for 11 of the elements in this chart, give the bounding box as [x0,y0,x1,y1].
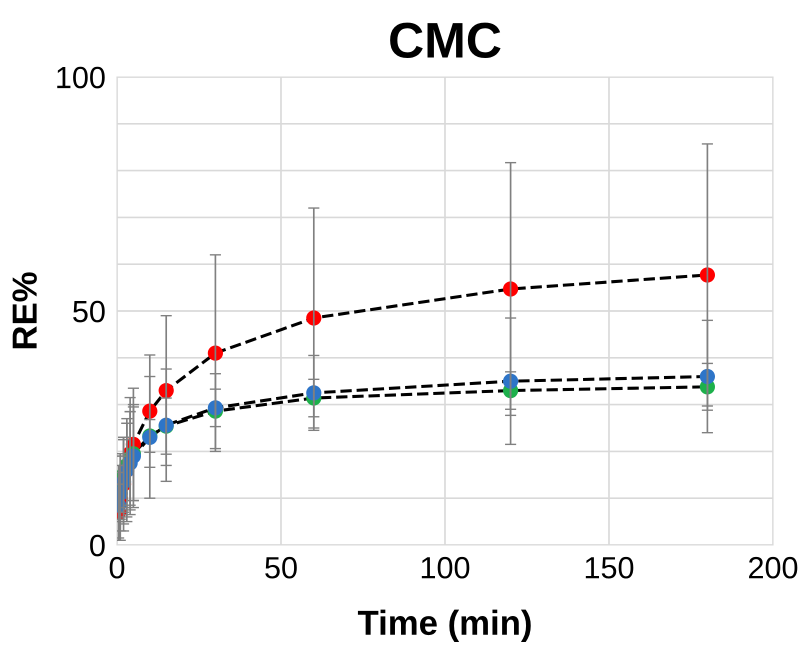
x-tick-label: 100 [422,556,470,579]
x-tick-label: 200 [749,556,798,579]
x-tick-label: 150 [586,556,634,579]
chart-title: CMC [390,22,501,58]
x-tick-label: 50 [265,556,297,579]
x-tick-label: 0 [110,556,124,579]
y-tick-label: 100 [57,66,105,88]
y-tick-label: 50 [73,300,105,322]
y-axis-title: RE% [12,272,37,348]
x-axis-title: Time (min) [358,610,531,642]
y-tick-label: 0 [90,534,105,556]
